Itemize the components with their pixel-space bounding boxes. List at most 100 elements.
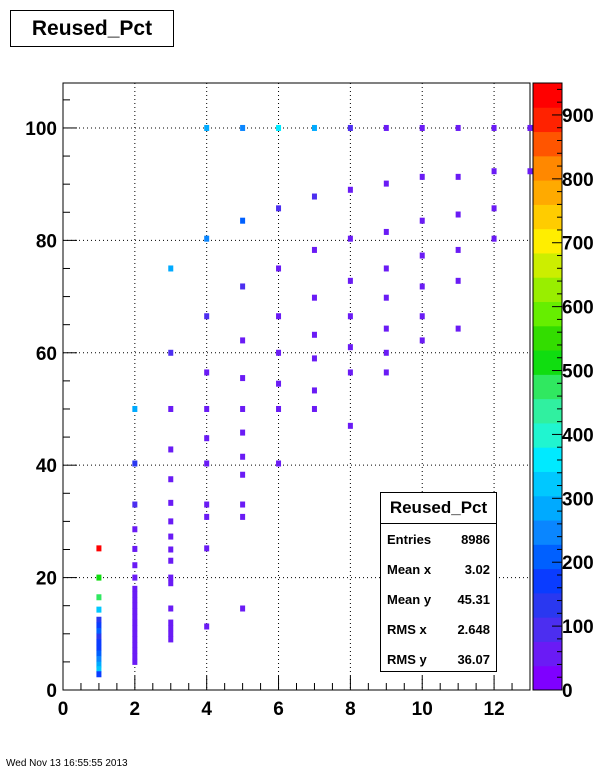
heatmap-cell <box>96 633 102 640</box>
heatmap-cell <box>168 605 174 612</box>
heatmap-cell <box>204 405 210 412</box>
stat-label: RMS x <box>387 621 427 637</box>
heatmap-cell <box>491 205 497 212</box>
heatmap-cell <box>491 235 497 242</box>
heatmap-cell <box>132 653 138 660</box>
heatmap-cell <box>240 217 246 224</box>
palette-tick-label: 500 <box>562 362 594 383</box>
heatmap-cell <box>168 265 174 272</box>
heatmap-cell <box>455 277 461 284</box>
palette-swatch <box>533 131 562 157</box>
heatmap-cell <box>96 545 102 552</box>
heatmap-cell <box>383 325 389 332</box>
palette-swatch <box>533 83 562 108</box>
stats-box: Reused_Pct Entries 8986 Mean x 3.02 Mean… <box>380 492 497 672</box>
histogram-title: Reused_Pct <box>10 10 174 47</box>
heatmap-cell <box>168 446 174 453</box>
heatmap-cell <box>311 331 317 338</box>
heatmap-cell <box>419 124 425 131</box>
x-tick-label: 10 <box>412 699 433 720</box>
heatmap-cell <box>240 124 246 131</box>
heatmap-cell <box>311 405 317 412</box>
palette-tick-label: 600 <box>562 298 594 319</box>
heatmap-cell <box>240 453 246 460</box>
palette-swatch <box>533 495 562 521</box>
heatmap-cell <box>168 476 174 483</box>
heatmap-cell <box>240 283 246 290</box>
palette-swatch <box>533 422 562 448</box>
stat-value: 36.07 <box>457 651 490 667</box>
stat-row-mean-y: Mean y 45.31 <box>381 584 496 614</box>
heatmap-cell <box>204 460 210 467</box>
heatmap-cell <box>240 337 246 344</box>
heatmap-cell <box>311 246 317 253</box>
palette-tick-label: 700 <box>562 234 594 255</box>
palette-tick-label: 800 <box>562 170 594 191</box>
heatmap-cell <box>168 630 174 637</box>
heatmap-cell <box>132 460 138 467</box>
heatmap-cell <box>132 585 138 592</box>
heatmap-cell <box>347 277 353 284</box>
heatmap-cell <box>276 205 282 212</box>
x-tick-label: 8 <box>345 699 356 720</box>
palette-frame <box>532 82 563 691</box>
heatmap-cell <box>419 217 425 224</box>
stat-label: Entries <box>387 531 432 547</box>
palette-swatch <box>533 592 562 618</box>
heatmap-cell <box>204 313 210 320</box>
heatmap-cell <box>132 608 138 615</box>
stat-value: 2.648 <box>457 621 490 637</box>
palette-swatch <box>533 301 562 327</box>
heatmap-cell <box>311 294 317 301</box>
heatmap-cell <box>168 499 174 506</box>
palette-swatch <box>533 107 562 133</box>
heatmap-cell <box>419 337 425 344</box>
stat-label: RMS y <box>387 651 427 667</box>
heatmap-cell <box>132 545 138 552</box>
palette-tick-label: 300 <box>562 489 594 510</box>
palette-tick-label: 0 <box>562 681 573 702</box>
heatmap-cell <box>96 594 102 601</box>
heatmap-cell <box>96 644 102 651</box>
heatmap-cell <box>240 513 246 520</box>
heatmap-cell <box>132 591 138 598</box>
heatmap-cell <box>96 639 102 646</box>
palette-tick-label: 200 <box>562 553 594 574</box>
palette-swatch <box>533 374 562 400</box>
palette-swatch <box>533 398 562 424</box>
stat-label: Mean x <box>387 561 432 577</box>
heatmap-cell <box>491 168 497 175</box>
heatmap-cell <box>132 405 138 412</box>
stat-value: 45.31 <box>457 591 490 607</box>
x-tick-label: 2 <box>130 699 141 720</box>
heatmap-cell <box>132 647 138 654</box>
palette-swatch <box>533 180 562 205</box>
heatmap-cell <box>455 246 461 253</box>
heatmap-cell <box>276 349 282 356</box>
stat-row-rms-y: RMS y 36.07 <box>381 644 496 674</box>
heatmap-cell <box>168 625 174 632</box>
heatmap-cell <box>132 562 138 569</box>
palette-swatch <box>533 155 562 181</box>
heatmap-cell <box>96 650 102 657</box>
heatmap-cell <box>276 405 282 412</box>
heatmap-cell <box>527 124 533 131</box>
heatmap-cell <box>168 557 174 564</box>
heatmap-cell <box>240 405 246 412</box>
heatmap-cell <box>168 546 174 553</box>
stat-row-entries: Entries 8986 <box>381 524 496 554</box>
palette-swatch <box>533 252 562 278</box>
heatmap-cell <box>132 501 138 508</box>
heatmap-cell <box>96 661 102 668</box>
heatmap-cell <box>276 265 282 272</box>
heatmap-cell <box>347 422 353 429</box>
heatmap-cell <box>240 471 246 478</box>
palette-swatch <box>533 568 562 594</box>
heatmap-cell <box>347 369 353 376</box>
heatmap-cell <box>96 574 102 581</box>
heatmap-cell <box>276 313 282 320</box>
palette-swatch <box>533 471 562 497</box>
heatmap-cell <box>96 616 102 623</box>
x-tick-label: 12 <box>484 699 505 720</box>
